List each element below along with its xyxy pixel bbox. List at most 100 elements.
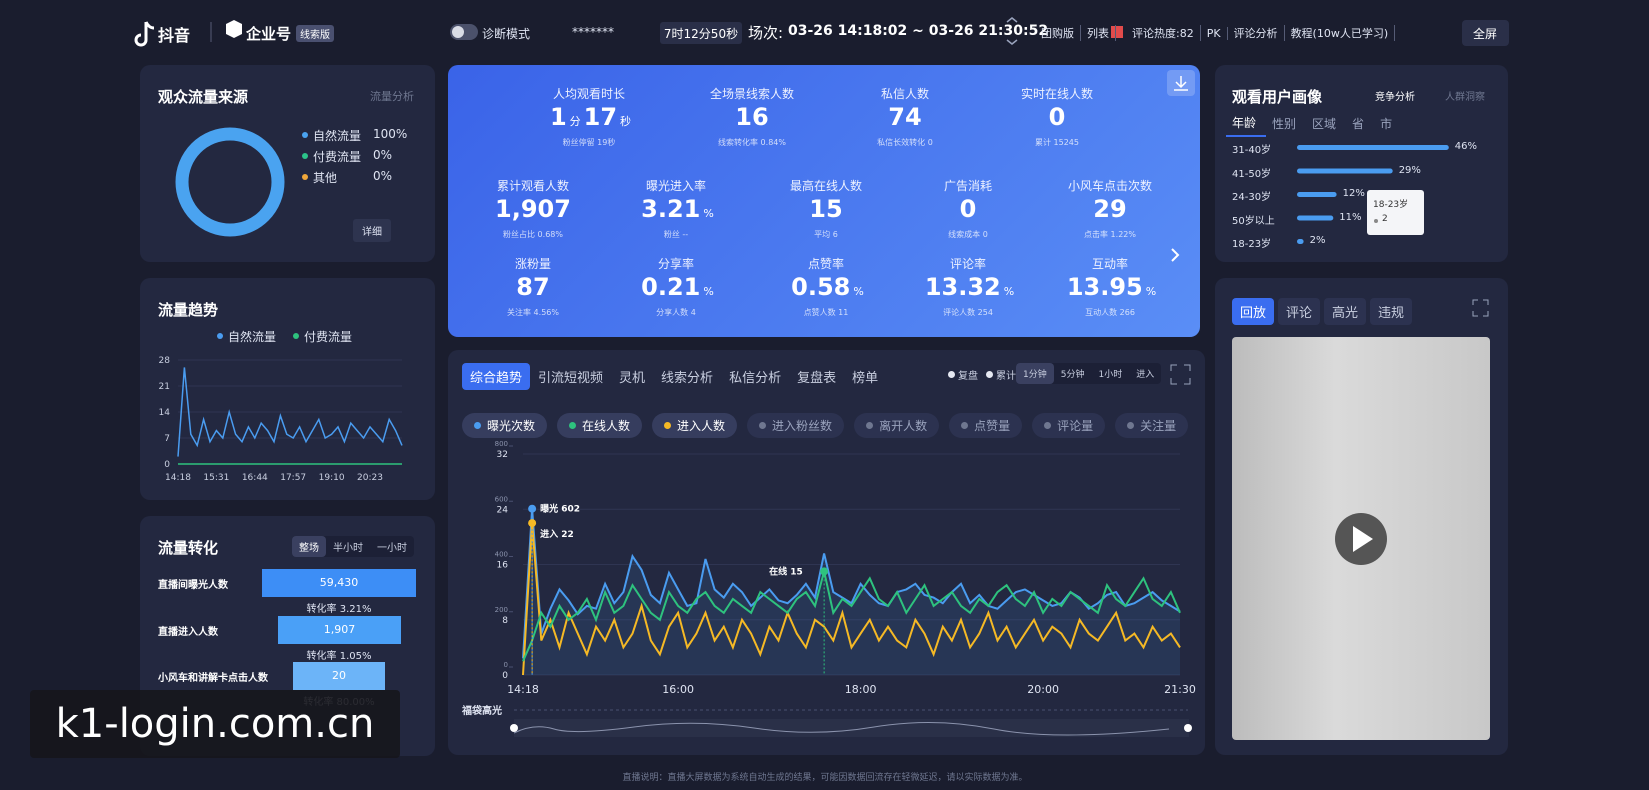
interval[interactable]: 进入 bbox=[1136, 370, 1155, 380]
tooltip-value: 2 bbox=[1382, 214, 1388, 224]
interval[interactable]: 1分钟 bbox=[1016, 363, 1054, 384]
chip[interactable]: 曝光次数 bbox=[462, 413, 548, 438]
panel-link[interactable]: 竞争分析 bbox=[1375, 92, 1415, 103]
tab[interactable]: 私信分析 bbox=[729, 371, 782, 386]
radio[interactable] bbox=[986, 371, 993, 378]
metric-label: 广告消耗 bbox=[943, 179, 993, 193]
tab[interactable]: 复盘表 bbox=[797, 371, 837, 386]
chip[interactable]: 进入粉丝数 bbox=[747, 413, 845, 438]
chip-label[interactable]: 关注量 bbox=[1140, 419, 1177, 433]
funnel-value: 20 bbox=[332, 669, 346, 682]
tab[interactable]: 省 bbox=[1352, 117, 1365, 131]
tooltip-title: 18-23岁 bbox=[1373, 200, 1409, 210]
panel-title: 流量转化 bbox=[158, 539, 219, 557]
tab[interactable]: 引流短视频 bbox=[538, 371, 604, 386]
detail-button[interactable]: 详细 bbox=[353, 219, 391, 242]
chip[interactable]: 评论量 bbox=[1032, 413, 1106, 438]
tab[interactable]: 榜单 bbox=[852, 371, 879, 386]
chip[interactable]: 离开人数 bbox=[854, 413, 940, 438]
metric-sub: 累计 15245 bbox=[1035, 138, 1079, 147]
age-value: 2% bbox=[1309, 235, 1326, 246]
main-tabs: 综合趋势 引流短视频 灵机 线索分析 私信分析 复盘表 榜单 bbox=[462, 363, 886, 390]
tab[interactable]: 综合趋势 bbox=[462, 363, 531, 390]
legend-label: 自然流量 bbox=[228, 330, 277, 344]
metric-sub: 评论人数 254 bbox=[943, 308, 993, 317]
metric-label: 互动率 bbox=[1091, 257, 1129, 271]
duration: 7时12分50秒 bbox=[663, 27, 739, 41]
top-link[interactable]: 评论分析 bbox=[1228, 25, 1285, 41]
metric-sub: 粉丝停留 19秒 bbox=[562, 138, 616, 147]
metric-value: 0.58% bbox=[788, 273, 864, 301]
panel-link[interactable]: 人群洞察 bbox=[1445, 92, 1485, 103]
fullscreen-button[interactable] bbox=[1462, 20, 1509, 46]
chip-label[interactable]: 进入人数 bbox=[677, 419, 726, 433]
age-label: 41-50岁 bbox=[1232, 168, 1272, 180]
metric-value: 29 bbox=[1093, 195, 1127, 223]
metric-unit: % bbox=[853, 285, 864, 298]
toggle bbox=[450, 24, 478, 40]
tab[interactable]: 性别 bbox=[1272, 117, 1297, 131]
panel-title: 观看用户画像 bbox=[1232, 88, 1323, 106]
metric-unit: % bbox=[703, 207, 714, 220]
fullscreen-label[interactable]: 全屏 bbox=[1472, 27, 1498, 41]
tab[interactable]: 灵机 bbox=[619, 371, 646, 386]
top-link[interactable]: 列表 bbox=[1081, 25, 1116, 41]
brand: 抖音 bbox=[158, 26, 191, 45]
age-value: 11% bbox=[1339, 211, 1362, 223]
metric-label: 累计观看人数 bbox=[496, 179, 570, 193]
tooltip: 18-23岁 2 bbox=[1367, 190, 1424, 235]
tab[interactable]: 回放 bbox=[1232, 298, 1275, 325]
metric-value: 3.21 bbox=[641, 195, 701, 223]
metric-value: 0 bbox=[959, 195, 977, 223]
metric-value: 74 bbox=[888, 103, 922, 131]
chip[interactable]: 关注量 bbox=[1115, 413, 1189, 438]
top-link[interactable]: 教程(10w人已学习) bbox=[1285, 25, 1396, 41]
top-link[interactable]: 团购版 bbox=[1035, 25, 1081, 41]
tab[interactable]: 整场 bbox=[292, 536, 326, 557]
tab[interactable]: 年龄 bbox=[1226, 112, 1267, 137]
metric-value: 13.95% bbox=[1064, 273, 1156, 301]
metric-sub: 关注率 4.56% bbox=[507, 308, 559, 317]
diag-mode[interactable]: 诊断模式 bbox=[482, 27, 531, 41]
top-link[interactable]: PK bbox=[1201, 26, 1228, 40]
legend-value: 0% bbox=[373, 169, 393, 183]
chip[interactable]: 在线人数 bbox=[557, 413, 643, 438]
tab[interactable]: 高光 bbox=[1324, 298, 1367, 325]
chip-dot bbox=[1044, 422, 1052, 429]
chip-label[interactable]: 在线人数 bbox=[582, 419, 631, 433]
chip-label[interactable]: 曝光次数 bbox=[487, 419, 536, 433]
chip-label[interactable]: 离开人数 bbox=[879, 419, 928, 433]
tab[interactable]: 半小时 bbox=[333, 543, 363, 554]
session-label: 场次: bbox=[748, 24, 784, 42]
mode-options: 复盘 累计 bbox=[940, 367, 1016, 382]
account[interactable]: ******* bbox=[572, 25, 614, 39]
interval[interactable]: 1小时 bbox=[1098, 370, 1123, 380]
tab[interactable]: 区域 bbox=[1312, 117, 1337, 131]
radio[interactable] bbox=[948, 371, 955, 378]
metric-label: 评论率 bbox=[949, 257, 987, 271]
chip-label[interactable]: 进入粉丝数 bbox=[772, 419, 833, 433]
tab[interactable]: 违规 bbox=[1370, 298, 1413, 325]
highlight-label: 福袋高光 bbox=[462, 706, 502, 717]
tab[interactable]: 线索分析 bbox=[661, 371, 714, 386]
video-area[interactable] bbox=[1232, 337, 1490, 740]
mode-label[interactable]: 复盘 bbox=[958, 371, 978, 382]
footer-note: 直播说明：直播大屏数据为系统自动生成的结果，可能因数据回流存在轻微延迟，请以实际… bbox=[622, 773, 1028, 783]
interval[interactable]: 5分钟 bbox=[1060, 370, 1085, 380]
mode-label[interactable]: 累计 bbox=[996, 371, 1016, 382]
metric-value: 1 bbox=[549, 103, 567, 131]
chip[interactable]: 进入人数 bbox=[652, 413, 738, 438]
metric-label: 私信人数 bbox=[880, 87, 930, 101]
metric-label: 全场景线索人数 bbox=[709, 87, 795, 101]
panel-link[interactable]: 流量分析 bbox=[370, 90, 414, 103]
chip-label[interactable]: 评论量 bbox=[1057, 419, 1094, 433]
tab[interactable]: 一小时 bbox=[377, 543, 407, 554]
top-link[interactable]: 评论热度:82 bbox=[1116, 25, 1201, 41]
tab[interactable]: 评论 bbox=[1278, 298, 1321, 325]
tab[interactable]: 市 bbox=[1380, 117, 1393, 131]
org-icon bbox=[226, 20, 242, 38]
chip-label[interactable]: 点赞量 bbox=[974, 419, 1011, 433]
metric-sub: 互动人数 266 bbox=[1085, 308, 1135, 317]
chip[interactable]: 点赞量 bbox=[949, 413, 1023, 438]
metric-value: 1,907 bbox=[495, 195, 571, 223]
